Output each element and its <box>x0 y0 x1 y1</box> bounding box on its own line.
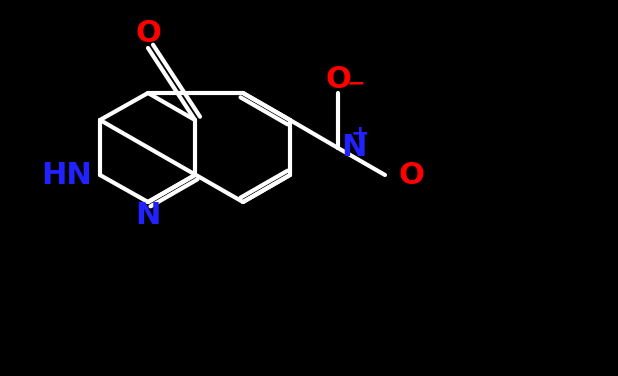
Text: O: O <box>325 65 351 94</box>
Text: −: − <box>347 73 365 93</box>
Text: HN: HN <box>41 161 92 190</box>
Text: +: + <box>350 124 370 144</box>
Text: O: O <box>399 161 425 190</box>
Text: N: N <box>135 202 161 230</box>
Text: O: O <box>135 20 161 49</box>
Text: N: N <box>341 133 366 162</box>
